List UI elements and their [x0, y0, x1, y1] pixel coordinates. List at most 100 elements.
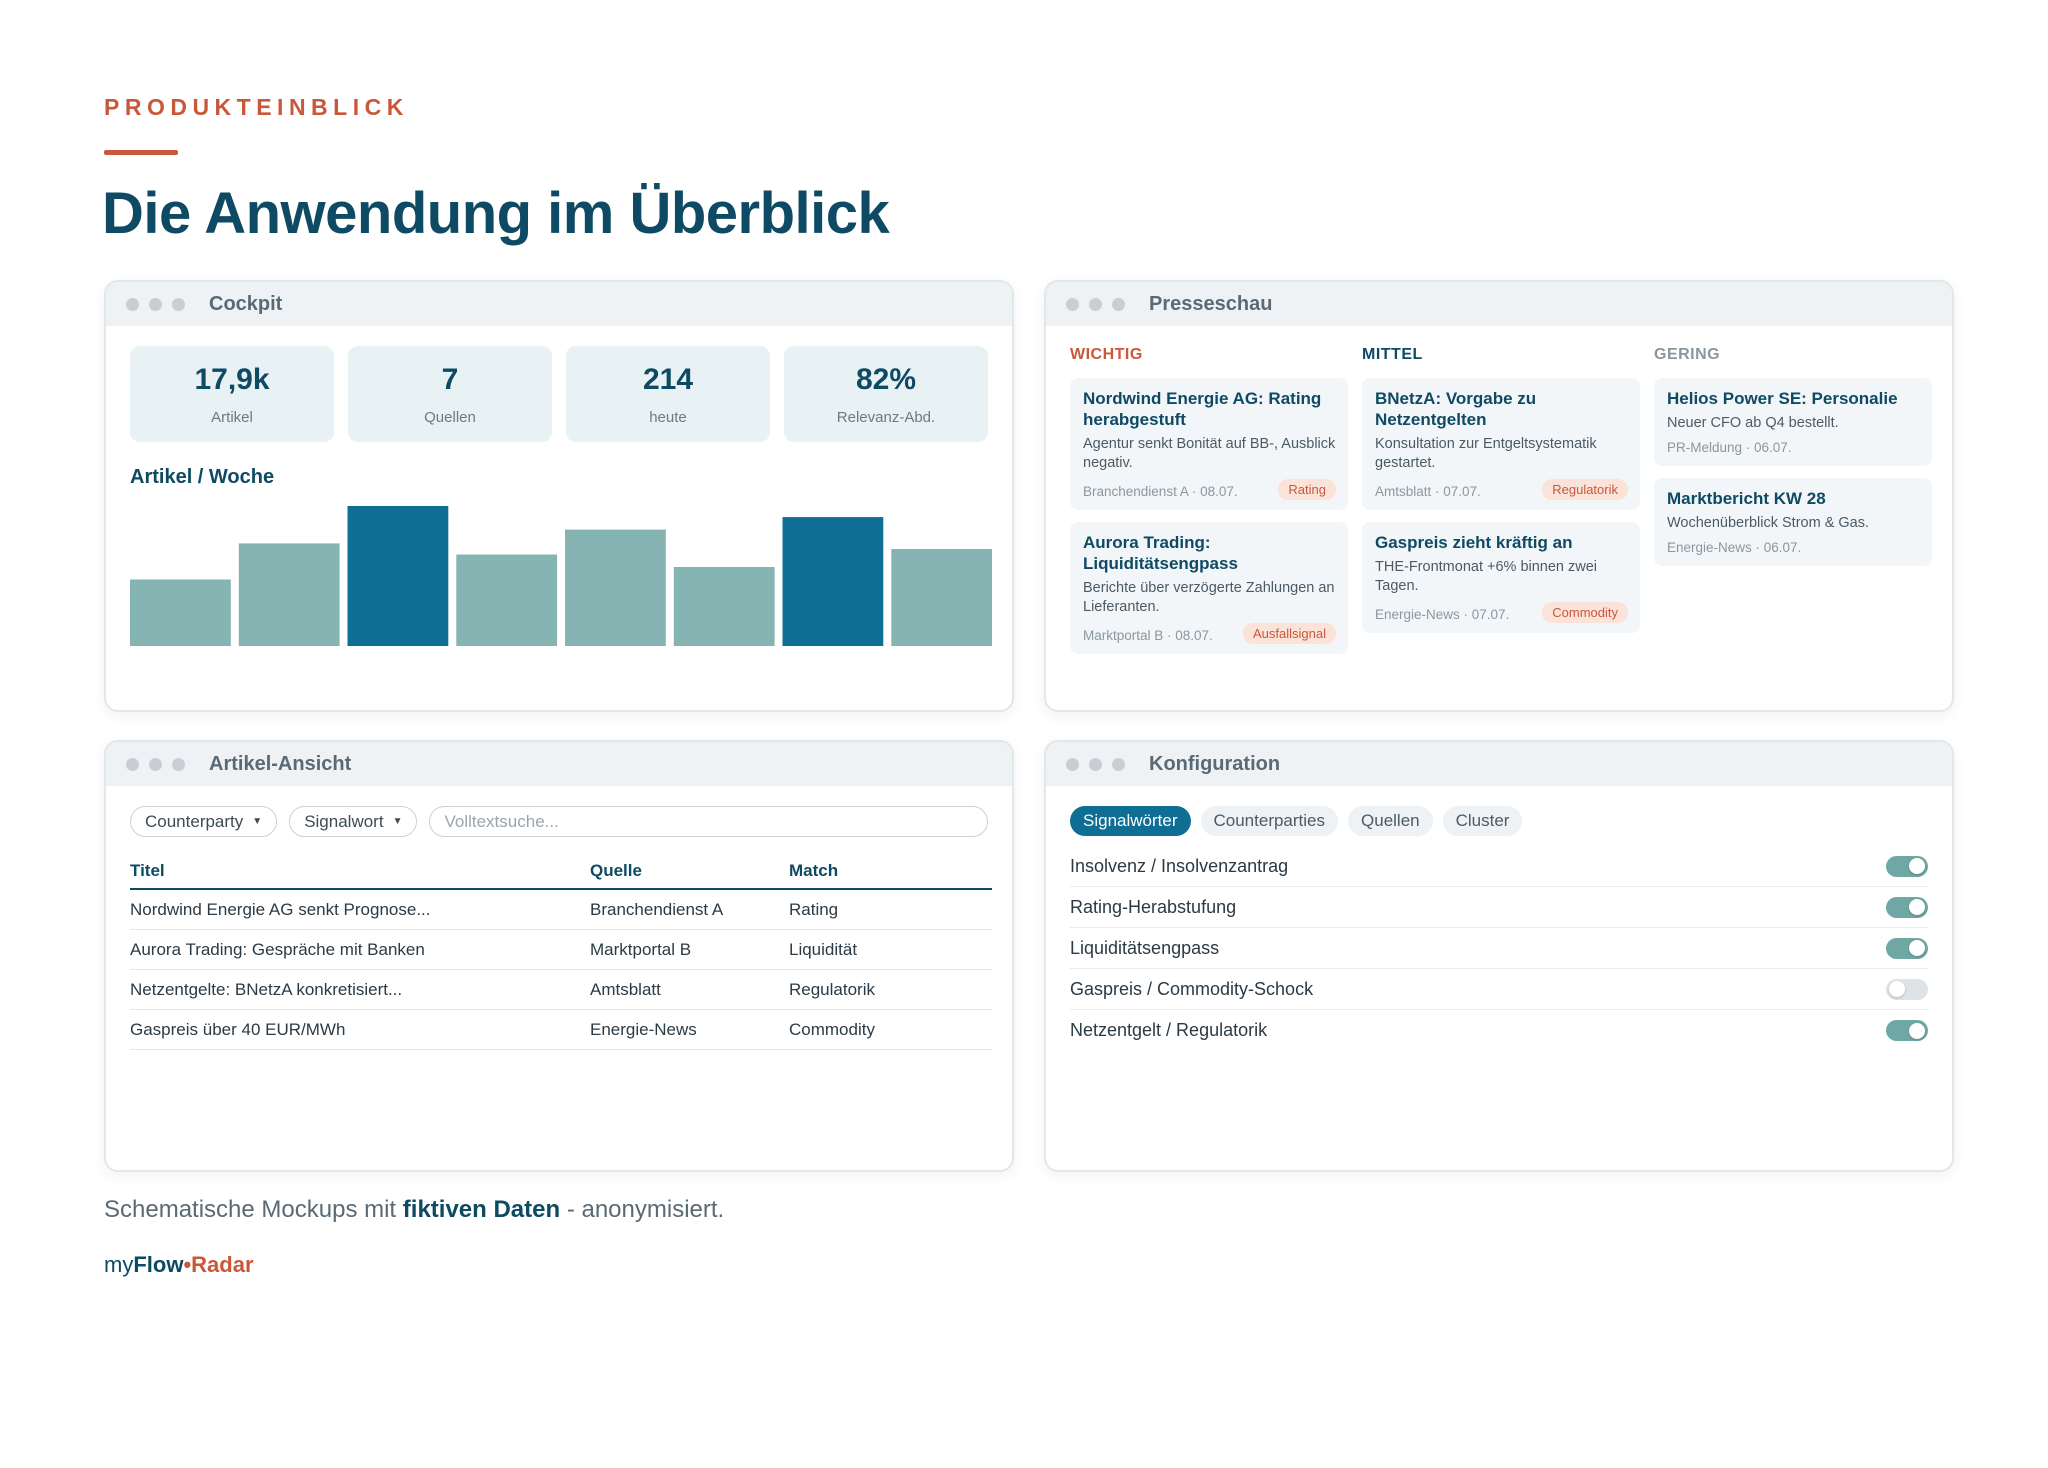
news-card-title: BNetzA: Vorgabe zu Netzentgelten	[1375, 389, 1537, 429]
brand-radar: Radar	[191, 1252, 254, 1277]
news-card[interactable]: Helios Power SE: Personalie Neuer CFO ab …	[1654, 378, 1932, 466]
artikel-titlebar: Artikel-Ansicht	[106, 742, 1012, 786]
cell-match: Regulatorik	[789, 979, 875, 999]
news-card-source: Branchendienst A · 08.07.	[1083, 484, 1238, 499]
kpi-card[interactable]: 7 Quellen	[348, 346, 552, 442]
signal-toggle-switch[interactable]	[1886, 978, 1928, 1000]
news-card-text: Agentur senkt Bonität auf BB-, Ausblick …	[1083, 436, 1336, 471]
cell-quelle: Branchendienst A	[590, 899, 724, 919]
window-dot-icon[interactable]	[1112, 757, 1125, 771]
fulltext-search-input[interactable]: Volltextsuche...	[429, 806, 988, 837]
chart-bar	[130, 579, 231, 646]
footnote-text-end: - anonymisiert.	[560, 1196, 725, 1223]
signal-setting-row: Netzentgelt / Regulatorik	[1070, 1010, 1928, 1051]
artikel-window: Artikel-Ansicht Counterparty ▼ Signalwor…	[104, 740, 1014, 1172]
news-card[interactable]: Nordwind Energie AG: Rating herabgestuft…	[1070, 378, 1348, 510]
news-card-title: Aurora Trading: Liquiditätsengpass	[1083, 533, 1238, 573]
page-title: Die Anwendung im Überblick	[102, 181, 890, 246]
column-header-match[interactable]: Match	[789, 861, 839, 880]
counterparty-filter-dropdown[interactable]: Counterparty ▼	[130, 806, 278, 837]
caret-down-icon: ▼	[252, 816, 263, 827]
priority-heading: WICHTIG	[1070, 346, 1143, 363]
chart-bar	[565, 529, 666, 646]
press-column: GERING Helios Power SE: Personalie Neuer C…	[1654, 346, 1932, 578]
kpi-label: heute	[649, 408, 687, 426]
kpi-card[interactable]: 17,9k Artikel	[130, 346, 334, 442]
window-dot-icon[interactable]	[1089, 297, 1102, 311]
window-dot-icon[interactable]	[126, 757, 139, 771]
signalwort-filter-dropdown[interactable]: Signalwort ▼	[289, 806, 418, 837]
table-row[interactable]: Nordwind Energie AG senkt Prognose... Bra…	[130, 890, 992, 930]
column-header-quelle[interactable]: Quelle	[590, 861, 642, 880]
config-tab[interactable]: Counterparties	[1200, 806, 1339, 836]
brand-logo: myFlow•Radar	[104, 1252, 254, 1278]
news-card-text: THE-Frontmonat +6% binnen zwei Tagen.	[1375, 559, 1598, 594]
cell-titel: Aurora Trading: Gespräche mit Banken	[130, 939, 425, 959]
window-dot-icon[interactable]	[172, 757, 185, 771]
news-card-source: Energie-News · 06.07.	[1667, 540, 1802, 555]
cell-match: Liquidität	[789, 939, 858, 959]
chart-bar	[891, 549, 992, 646]
articles-per-week-chart	[130, 506, 992, 646]
press-column: MITTEL BNetzA: Vorgabe zu Netzentgelten Ko…	[1362, 346, 1640, 645]
filter-label: Counterparty	[145, 811, 244, 831]
cell-quelle: Marktportal B	[590, 939, 692, 959]
news-card-text: Wochenüberblick Strom & Gas.	[1667, 515, 1870, 531]
cockpit-titlebar: Cockpit	[106, 282, 1012, 326]
signal-setting-label: Gaspreis / Commodity-Schock	[1070, 978, 1314, 999]
signal-setting-label: Rating-Herabstufung	[1070, 896, 1237, 917]
config-tab[interactable]: Signalwörter	[1070, 806, 1191, 836]
signal-toggle-switch[interactable]	[1886, 1020, 1928, 1041]
press-column: WICHTIG Nordwind Energie AG: Rating herab…	[1070, 346, 1348, 666]
news-card-meta: Amtsblatt · 07.07. Regulatorik	[1375, 479, 1628, 500]
news-card[interactable]: BNetzA: Vorgabe zu Netzentgelten Konsulta…	[1362, 378, 1640, 510]
window-title: Cockpit	[209, 292, 283, 315]
brand-flow: Flow	[133, 1252, 184, 1277]
toggle-knob	[1889, 981, 1905, 997]
config-tab[interactable]: Quellen	[1348, 806, 1433, 836]
column-header-titel[interactable]: Titel	[130, 861, 165, 880]
config-tab[interactable]: Cluster	[1442, 806, 1523, 836]
table-row[interactable]: Netzentgelte: BNetzA konkretisiert... Amt…	[130, 970, 992, 1010]
window-dot-icon[interactable]	[126, 297, 139, 311]
signal-toggle-switch[interactable]	[1886, 937, 1928, 959]
kpi-card[interactable]: 82% Relevanz-Abd.	[784, 346, 988, 442]
news-card-text: Konsultation zur Entgeltsystematik gesta…	[1375, 436, 1597, 471]
cell-match: Rating	[789, 899, 839, 919]
news-card-source: Amtsblatt · 07.07.	[1375, 484, 1481, 499]
kpi-label: Artikel	[211, 408, 253, 426]
news-card-title: Helios Power SE: Personalie	[1667, 389, 1898, 408]
chart-bar	[238, 543, 340, 646]
kpi-card[interactable]: 214 heute	[566, 346, 770, 442]
priority-heading: GERING	[1654, 346, 1721, 363]
signal-setting-row: Liquiditätsengpass	[1070, 928, 1928, 969]
chart-bar	[782, 517, 884, 646]
window-dot-icon[interactable]	[172, 297, 185, 311]
news-card[interactable]: Gaspreis zieht kräftig an THE-Frontmonat …	[1362, 522, 1640, 633]
presseschau-titlebar: Presseschau	[1046, 282, 1952, 326]
presseschau-window: Presseschau WICHTIG Nordwind Energie AG: …	[1044, 280, 1954, 712]
cockpit-window: Cockpit 17,9k Artikel 7 Quellen 214 heut…	[104, 280, 1014, 712]
chart-bar	[347, 506, 449, 646]
table-row[interactable]: Gaspreis über 40 EUR/MWh Energie-News Comm…	[130, 1010, 992, 1050]
signal-toggle-switch[interactable]	[1886, 855, 1928, 877]
signal-setting-label: Netzentgelt / Regulatorik	[1070, 1020, 1268, 1040]
signal-toggle-switch[interactable]	[1886, 896, 1928, 918]
table-row[interactable]: Aurora Trading: Gespräche mit Banken Mark…	[130, 930, 992, 970]
toggle-knob	[1909, 940, 1925, 956]
window-dot-icon[interactable]	[1066, 297, 1079, 311]
kpi-value: 82%	[855, 362, 917, 396]
kpi-row: 17,9k Artikel 7 Quellen 214 heute 82% Re…	[130, 346, 988, 442]
konfiguration-titlebar: Konfiguration	[1046, 742, 1952, 786]
news-card[interactable]: Marktbericht KW 28 Wochenüberblick Strom …	[1654, 478, 1932, 566]
window-dot-icon[interactable]	[1066, 757, 1079, 771]
window-dot-icon[interactable]	[149, 297, 162, 311]
toggle-knob	[1909, 899, 1925, 915]
news-card[interactable]: Aurora Trading: Liquiditätsengpass Berich…	[1070, 522, 1348, 654]
window-title: Presseschau	[1149, 292, 1273, 315]
window-dot-icon[interactable]	[1089, 757, 1102, 771]
toggle-knob	[1909, 858, 1925, 874]
window-dot-icon[interactable]	[1112, 297, 1125, 311]
window-dot-icon[interactable]	[149, 757, 162, 771]
footnote-text: Schematische Mockups mit	[104, 1196, 403, 1223]
